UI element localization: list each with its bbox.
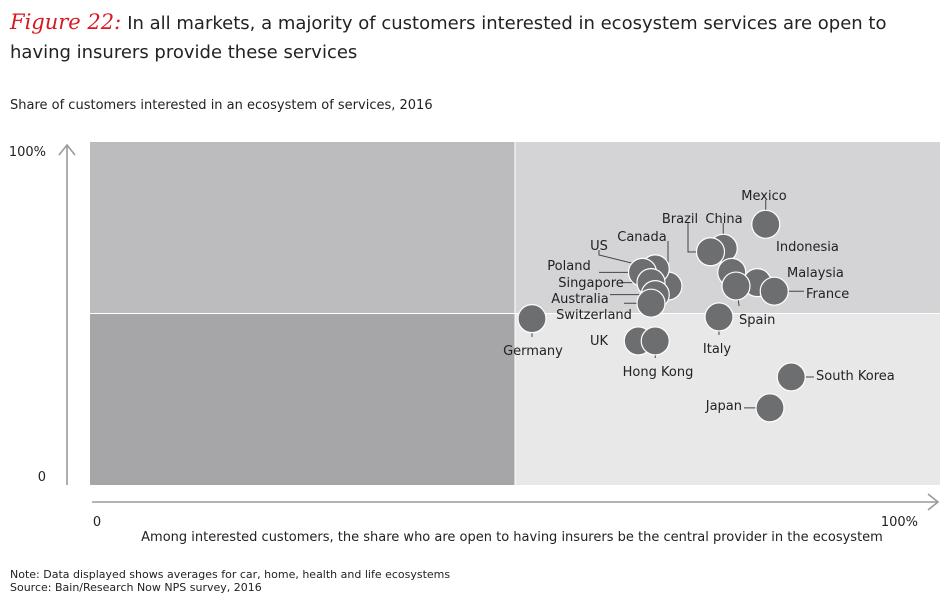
data-label-japan: Japan: [705, 399, 742, 414]
data-point-germany: [517, 304, 547, 334]
figure-title: Figure 22: In all markets, a majority of …: [10, 8, 945, 67]
data-point-brazil: [695, 237, 726, 267]
data-point-japan: [755, 393, 785, 423]
x-axis-label: Among interested customers, the share wh…: [141, 530, 883, 545]
data-label-france: France: [806, 287, 849, 302]
axes: 100%00 100%Among interested customers, th…: [9, 143, 940, 545]
quadrant-upper-left: [90, 142, 515, 314]
data-point-spain: [721, 271, 751, 301]
data-point-switzerland: [636, 288, 666, 318]
data-point-south-korea: [776, 362, 806, 392]
data-label-poland: Poland: [547, 259, 590, 274]
data-labels: Mexico China Brazil Indonesia Malaysia France…: [503, 189, 895, 414]
data-label-germany: Germany: [503, 344, 563, 359]
title-text: In all markets, a majority of customers …: [10, 13, 887, 63]
data-label-hong-kong: Hong Kong: [623, 365, 694, 380]
chart-subtitle: Share of customers interested in an ecos…: [10, 98, 433, 113]
y-tick-label-max: 100%: [9, 145, 46, 160]
quadrant-lower-right: [515, 313, 940, 485]
scatter-chart: 100%00 100%Among interested customers, th…: [9, 142, 940, 545]
data-label-indonesia: Indonesia: [776, 240, 839, 255]
source: Source: Bain/Research Now NPS survey, 20…: [10, 581, 262, 594]
data-point-hong-kong: [640, 326, 670, 356]
data-point-france: [759, 276, 789, 306]
data-label-us: US: [590, 239, 608, 254]
data-label-spain: Spain: [739, 313, 775, 328]
data-label-canada: Canada: [617, 230, 666, 245]
data-label-singapore: Singapore: [558, 276, 624, 291]
x-tick-label-min: 0: [93, 515, 101, 530]
data-label-switzerland: Switzerland: [556, 308, 632, 323]
x-tick-label-max: 100%: [881, 515, 918, 530]
data-label-china: China: [705, 212, 742, 227]
x-axis-arrow-icon: [927, 493, 940, 511]
data-label-italy: Italy: [703, 342, 732, 357]
quadrant-backgrounds: [90, 142, 940, 485]
footnotes: Note: Data displayed shows averages for …: [10, 568, 450, 594]
figure-label: Figure 22:: [10, 10, 122, 34]
data-label-uk: UK: [590, 334, 609, 349]
data-label-brazil: Brazil: [662, 212, 698, 227]
data-point-italy: [704, 302, 734, 332]
data-label-mexico: Mexico: [741, 189, 786, 204]
data-point-mexico: [751, 209, 781, 239]
data-points: [517, 209, 806, 423]
y-axis-arrow-icon: [58, 143, 76, 156]
data-label-australia: Australia: [551, 292, 609, 307]
quadrant-lower-left: [90, 313, 515, 485]
y-tick-label-min: 0: [38, 470, 46, 485]
note: Note: Data displayed shows averages for …: [10, 568, 451, 581]
data-label-malaysia: Malaysia: [787, 266, 844, 281]
data-label-south-korea: South Korea: [816, 369, 895, 384]
